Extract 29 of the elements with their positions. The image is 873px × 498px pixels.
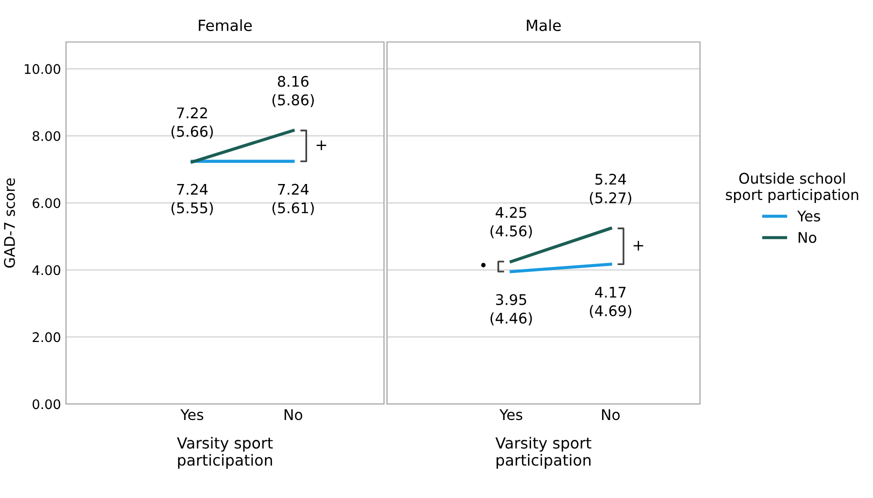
x-tick-label: No — [602, 409, 620, 420]
y-tick-label: 10.00 — [24, 64, 60, 74]
data-label: 4.25 (4.56) — [490, 206, 532, 238]
y-tick-label: 8.00 — [32, 131, 60, 142]
data-label: 8.16 (5.86) — [272, 76, 314, 108]
y-axis-title: GAD-7 score — [4, 178, 15, 268]
annotation: + — [316, 140, 326, 150]
x-axis-title: Varsity sport participation — [176, 436, 273, 469]
data-label: 7.24 (5.55) — [172, 184, 213, 216]
annotation: • — [481, 262, 486, 268]
x-tick-label: Yes — [180, 409, 204, 420]
y-tick-label: 0.00 — [32, 399, 60, 410]
chart-title: Female — [198, 19, 252, 32]
annotation: + — [634, 240, 644, 251]
data-label: 5.24 (5.27) — [590, 174, 632, 206]
legend-label: Yes — [797, 210, 820, 222]
data-label: 7.22 (5.66) — [172, 107, 213, 139]
data-label: 3.95 (4.46) — [490, 294, 532, 326]
chart-title: Male — [526, 19, 561, 32]
y-tick-label: 6.00 — [32, 198, 60, 208]
data-label: 7.24 (5.61) — [272, 184, 314, 216]
x-axis-title: Varsity sport participation — [495, 436, 592, 469]
y-tick-label: 4.00 — [32, 265, 60, 276]
x-tick-label: No — [284, 409, 302, 420]
y-tick-label: 2.00 — [32, 332, 60, 342]
legend-title: Outside school sport participation — [726, 172, 858, 203]
data-label: 4.17 (4.69) — [590, 286, 632, 318]
x-tick-label: Yes — [499, 409, 522, 420]
legend-label: No — [798, 232, 816, 243]
